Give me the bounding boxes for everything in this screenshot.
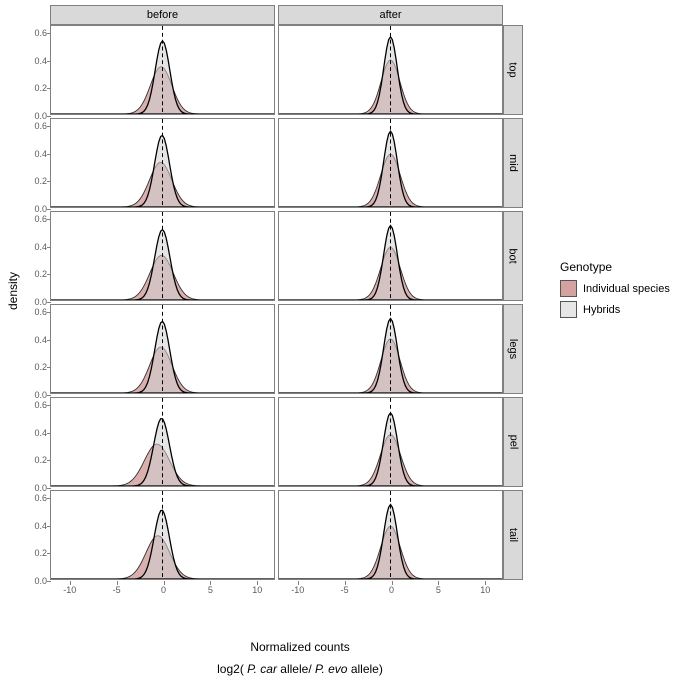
x-tick-label: 0 bbox=[389, 585, 394, 595]
legend-item-hybrid: Hybrids bbox=[560, 301, 670, 318]
col-strip-before: before bbox=[50, 5, 275, 25]
panel-after-tail: -10-50510 bbox=[278, 490, 503, 580]
x-tick-label: 10 bbox=[480, 585, 490, 595]
x-tick-label: 5 bbox=[208, 585, 213, 595]
x-tick-label: -5 bbox=[341, 585, 349, 595]
legend-title: Genotype bbox=[560, 260, 670, 274]
panel-before-top: 0.00.20.40.6 bbox=[50, 25, 275, 115]
panel-before-legs: 0.00.20.40.6 bbox=[50, 304, 275, 394]
legend-swatch-individual bbox=[560, 280, 577, 297]
row-strip-mid: mid bbox=[503, 118, 523, 208]
legend: Genotype Individual species Hybrids bbox=[560, 260, 670, 322]
row-strip-legs: legs bbox=[503, 304, 523, 394]
legend-label: Individual species bbox=[583, 283, 670, 295]
row-strip-bot: bot bbox=[503, 211, 523, 301]
x-tick-label: 10 bbox=[252, 585, 262, 595]
x-tick-label: 0 bbox=[161, 585, 166, 595]
x-tick-label: -10 bbox=[63, 585, 76, 595]
x-tick-label: -10 bbox=[291, 585, 304, 595]
col-strip-after: after bbox=[278, 5, 503, 25]
panel-after-mid bbox=[278, 118, 503, 208]
panel-after-pel bbox=[278, 397, 503, 487]
panel-after-top bbox=[278, 25, 503, 115]
x-tick-label: 5 bbox=[436, 585, 441, 595]
legend-swatch-hybrid bbox=[560, 301, 577, 318]
y-axis-title: density bbox=[6, 272, 20, 310]
panel-before-tail: 0.00.20.40.6-10-50510 bbox=[50, 490, 275, 580]
panel-after-legs bbox=[278, 304, 503, 394]
x-axis-title: Normalized counts bbox=[50, 640, 550, 654]
row-strip-pel: pel bbox=[503, 397, 523, 487]
panel-after-bot bbox=[278, 211, 503, 301]
panel-before-bot: 0.00.20.40.6 bbox=[50, 211, 275, 301]
facet-grid: beforeaftertop mid bot legs pel tail 0.00.20.4… bbox=[50, 5, 550, 625]
row-strip-top: top bbox=[503, 25, 523, 115]
legend-label: Hybrids bbox=[583, 304, 620, 316]
panel-before-mid: 0.00.20.40.6 bbox=[50, 118, 275, 208]
subtitle: log2( P. car allele/ P. evo allele) bbox=[50, 662, 550, 676]
x-tick-label: -5 bbox=[113, 585, 121, 595]
row-strip-tail: tail bbox=[503, 490, 523, 580]
panel-before-pel: 0.00.20.40.6 bbox=[50, 397, 275, 487]
legend-item-individual: Individual species bbox=[560, 280, 670, 297]
